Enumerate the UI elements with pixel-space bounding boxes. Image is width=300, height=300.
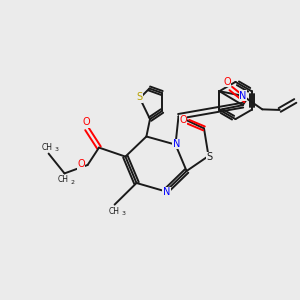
Text: 2: 2 — [71, 180, 75, 185]
Text: S: S — [136, 92, 142, 102]
Text: CH: CH — [109, 207, 119, 216]
Text: 3: 3 — [55, 147, 59, 152]
Text: N: N — [173, 139, 180, 149]
Text: O: O — [179, 115, 187, 125]
Text: N: N — [163, 187, 170, 197]
Text: O: O — [224, 77, 231, 87]
Text: N: N — [239, 91, 247, 101]
Text: S: S — [206, 152, 212, 163]
Text: O: O — [77, 159, 85, 170]
Text: CH: CH — [42, 142, 52, 152]
Text: CH: CH — [58, 176, 68, 184]
Text: O: O — [82, 117, 90, 128]
Text: 3: 3 — [122, 211, 126, 216]
